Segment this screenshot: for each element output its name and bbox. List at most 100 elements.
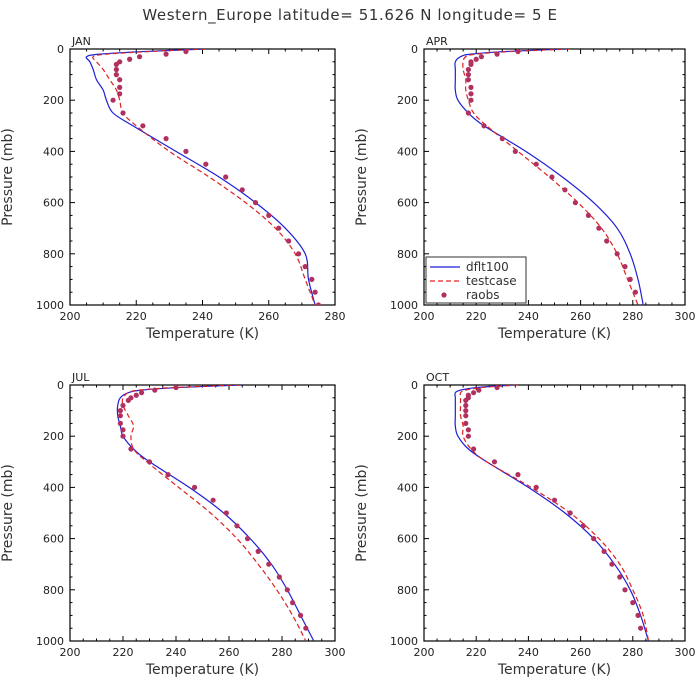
series-dflt100-line (85, 49, 316, 305)
panel-oct: 200 220 240 260 280 300 0 200 400 600 800 1000 Tempe… (354, 371, 696, 678)
y-tick-label: 200 (43, 94, 64, 107)
raobs-point (481, 123, 487, 129)
raobs-point (468, 97, 474, 103)
raobs-point (609, 561, 615, 567)
raobs-point (591, 536, 597, 542)
raobs-point (567, 510, 573, 516)
raobs-point (562, 187, 568, 193)
y-tick-label: 0 (57, 379, 64, 392)
x-tick-label: 260 (258, 310, 279, 323)
raobs-point (125, 397, 131, 403)
raobs-point (494, 51, 500, 57)
x-tick-label: 220 (113, 646, 134, 659)
raobs-point (303, 625, 309, 631)
legend-label-raobs: raobs (466, 288, 500, 302)
raobs-point (128, 446, 134, 452)
raobs-point (312, 289, 318, 295)
raobs-point (465, 110, 471, 116)
raobs-point (117, 420, 123, 426)
raobs-point (473, 56, 479, 62)
raobs-point (297, 612, 304, 619)
raobs-point (614, 251, 620, 257)
y-tick-label: 400 (43, 145, 64, 158)
series-dflt100-line (116, 385, 315, 641)
raobs-point (468, 84, 474, 90)
raobs-point (622, 264, 628, 270)
raobs-point (470, 446, 477, 452)
legend-label-testcase: testcase (466, 274, 517, 288)
raobs-point (632, 289, 639, 295)
raobs-point (617, 574, 623, 580)
raobs-point (499, 136, 505, 142)
x-tick-label: 260 (219, 646, 240, 659)
series-dflt100-line (454, 49, 644, 305)
y-tick-label: 600 (43, 533, 64, 546)
raobs-point (580, 523, 586, 529)
raobs-point (210, 497, 216, 503)
raobs-point (120, 433, 126, 439)
plot-area (116, 385, 315, 641)
raobs-point (638, 625, 644, 631)
x-tick-label: 280 (622, 646, 643, 659)
y-tick-label: 800 (397, 584, 418, 597)
raobs-point (601, 548, 607, 555)
raobs-point (494, 385, 500, 391)
raobs-point (622, 587, 628, 593)
raobs-point (515, 49, 521, 55)
legend-label-dflt100: dflt100 (466, 260, 509, 274)
raobs-point (173, 385, 179, 391)
legend-marker-raobs (441, 292, 447, 298)
raobs-point (127, 56, 133, 62)
y-tick-label: 600 (43, 197, 64, 210)
raobs-point (630, 600, 636, 606)
raobs-point (470, 390, 477, 396)
raobs-point (165, 472, 171, 478)
series-testcase-line (462, 49, 639, 305)
raobs-point (465, 72, 471, 78)
raobs-point (113, 66, 119, 73)
raobs-point (239, 187, 245, 193)
raobs-point (468, 61, 474, 67)
raobs-point (596, 225, 602, 231)
raobs-point (463, 397, 469, 403)
x-tick-label: 240 (166, 646, 187, 659)
raobs-point (465, 66, 471, 73)
raobs-point (572, 200, 578, 206)
raobs-point (476, 387, 482, 393)
plot-area (454, 49, 644, 305)
y-tick-label: 1000 (390, 299, 418, 312)
y-tick-label: 800 (397, 248, 418, 261)
raobs-point (533, 161, 539, 167)
series-raobs (465, 49, 639, 295)
y-tick-label: 800 (43, 248, 64, 261)
x-tick-label: 280 (622, 310, 643, 323)
series-testcase-line (121, 385, 307, 641)
y-tick-label: 600 (397, 197, 418, 210)
raobs-point (515, 472, 521, 478)
raobs-point (266, 212, 272, 218)
x-tick-label: 240 (192, 310, 213, 323)
raobs-point (133, 392, 139, 398)
series-testcase-line (459, 385, 650, 641)
raobs-point (120, 427, 126, 433)
raobs-point (117, 413, 123, 419)
y-axis-title: Pressure (mb) (354, 128, 370, 226)
raobs-point (117, 408, 123, 414)
raobs-point (290, 600, 296, 606)
raobs-point (183, 49, 189, 55)
raobs-point (223, 510, 229, 516)
raobs-point (635, 612, 641, 619)
x-tick-label: 260 (570, 646, 591, 659)
x-tick-label: 200 (60, 646, 81, 659)
raobs-point (113, 61, 119, 67)
raobs-point (302, 264, 308, 270)
x-axis-title: Temperature (K) (145, 326, 259, 342)
y-axis-title: Pressure (mb) (0, 128, 16, 226)
raobs-point (491, 459, 498, 465)
raobs-point (468, 91, 474, 97)
y-tick-label: 400 (43, 481, 64, 494)
panel-label-jan: JAN (71, 35, 91, 48)
x-tick-label: 280 (272, 646, 293, 659)
